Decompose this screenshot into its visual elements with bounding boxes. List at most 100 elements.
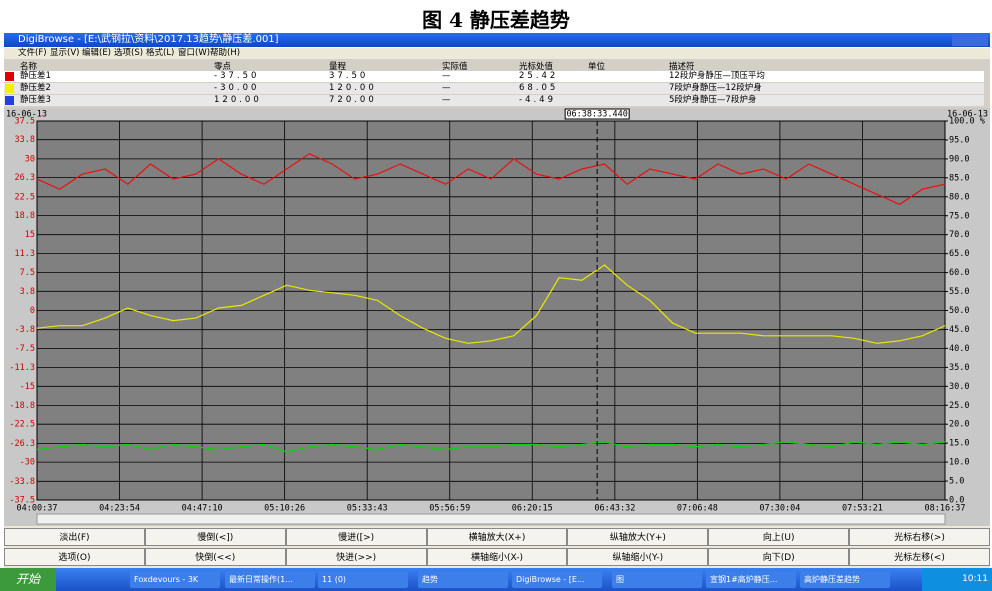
y2-tick-label: 85.0 [949,173,969,183]
button[interactable]: 慢倒(<]) [144,528,286,546]
y2-tick-label: 25.0 [949,401,969,411]
cell: -30.00 [214,83,260,93]
chart-panel: 16-06-13 16-06-13 37.5 33.8 30 26.3 22.5 18.8 15… [4,108,990,526]
cell: -4.49 [519,95,556,105]
button[interactable]: 光标右移(>) [849,528,990,546]
y2-tick-label: 40.0 [949,344,969,354]
taskbar-item[interactable]: Foxdevours - 3K [130,571,220,588]
cell: 37.50 [329,71,369,81]
column-header: 光标处值 [519,62,554,72]
menu-item[interactable]: 帮助(H) [210,48,241,58]
x-tick-label: 07:53:21 [842,504,883,514]
menu-bar: 文件(F) 显示(V) 编辑(E) 选项(S) 格式(L) 窗口(W) 帮助(H) [4,48,990,59]
y-tick-label: 33.8 [15,135,35,145]
y2-tick-label: 15.0 [949,439,969,449]
column-header: 单位 [588,62,606,72]
x-tick-label: 04:00:37 [17,504,58,514]
x-tick-label: 06:43:32 [594,504,635,514]
menu-item[interactable]: 文件(F) [18,48,47,58]
series-line [36,441,946,453]
x-tick-label: 05:56:59 [429,504,470,514]
y2-tick-label: 60.0 [949,268,969,278]
taskbar-item[interactable]: 最新日常操作(1... [225,571,315,588]
button[interactable]: 淡出(F) [4,528,145,546]
y-tick-label: -11.3 [9,363,35,373]
y2-tick-label: 20.0 [949,420,969,430]
menu-item[interactable]: 编辑(E) [82,48,112,58]
y-tick-label: -22.5 [9,420,35,430]
cell: 120.00 [329,83,377,93]
y-tick-label: -26.3 [9,439,35,449]
x-tick-label: 08:16:37 [925,504,966,514]
button[interactable]: 纵轴放大(Y+) [567,528,709,546]
y-tick-label: -30 [20,458,35,468]
row-background [4,95,984,106]
row-background [4,71,984,82]
menu-item[interactable]: 选项(S) [114,48,144,58]
y-tick-label: 30 [25,154,35,164]
y-tick-label: 11.3 [15,249,35,259]
y-tick-label: 37.5 [15,117,35,127]
y2-tick-label: 75.0 [949,211,969,221]
y2-tick-label: 80.0 [949,192,969,202]
date-right: 16-06-13 [947,110,988,120]
y2-tick-label: 55.0 [949,287,969,297]
date-left: 16-06-13 [6,110,47,120]
button[interactable]: 向下(D) [708,548,850,566]
cell: 7段炉身静压—12段炉身 [669,83,762,93]
series-line [36,153,946,206]
button[interactable]: 快倒(<<) [144,548,286,566]
title-bar: DigiBrowse - [E:\武钢拉\资料\2017.13趋势\静压差.00… [4,33,990,47]
y-tick-label: 18.8 [15,211,35,221]
cell: 5段炉身静压—7段炉身 [669,95,757,105]
y2-tick-label: 65.0 [949,249,969,259]
x-tick-label: 06:20:15 [512,504,553,514]
cell: 12段炉身静压—顶压平均 [669,71,765,81]
taskbar-item[interactable]: 趋势 [418,571,508,588]
column-header: 量程 [329,62,347,72]
cell: 静压差1 [20,71,51,81]
button-panel: 淡出(F) 慢倒(<]) 慢进([>) 横轴放大(X+) 纵轴放大(Y+) 向上(U) 光标… [4,526,990,568]
menu-item[interactable]: 格式(L) [146,48,175,58]
y-tick-label: -18.8 [9,401,35,411]
cell: 120.00 [214,95,262,105]
x-tick-label: 07:30:04 [759,504,800,514]
figure-caption: 图 4 静压差趋势 [422,8,570,32]
cell: — [442,83,454,93]
channel-table: 名称 零点 量程 实际值 光标处值 单位 描述符 静压差1 -37.50 37.50 — 25.42 1… [4,59,990,109]
color-swatch [5,96,14,105]
window-controls[interactable] [952,34,988,46]
taskbar-item[interactable]: 11 (0) [318,571,408,588]
button[interactable]: 慢进([>) [285,528,427,546]
menu-item[interactable]: 显示(V) [50,48,80,58]
y2-tick-label: 35.0 [949,363,969,373]
y-tick-label: 22.5 [15,192,35,202]
y2-tick-label: 90.0 [949,154,969,164]
button[interactable]: 光标左移(<) [849,548,990,566]
button[interactable]: 纵轴缩小(Y-) [567,548,709,566]
x-tick-label: 04:23:54 [99,504,140,514]
button[interactable]: 横轴缩小(X-) [426,548,568,566]
button[interactable]: 向上(U) [708,528,850,546]
y2-tick-label: 95.0 [949,135,969,145]
y-tick-label: 3.8 [20,287,35,297]
x-tick-label: 05:33:43 [347,504,388,514]
menu-item[interactable]: 窗口(W) [178,48,211,58]
taskbar-item[interactable]: 图 [612,571,702,588]
y-tick-label: 15 [25,230,35,240]
y-tick-label: 0 [30,306,35,316]
cursor-label-box [564,108,630,120]
column-header: 名称 [20,62,38,72]
button[interactable]: 选项(O) [4,548,145,566]
cell: 25.42 [519,71,559,81]
column-header: 零点 [214,62,232,72]
taskbar-item[interactable]: DigiBrowse - [E... [512,571,602,588]
y2-tick-label: 10.0 [949,458,969,468]
taskbar-item[interactable]: 宣钢1#高炉静压... [706,571,796,588]
button[interactable]: 横轴放大(X+) [426,528,568,546]
color-swatch [5,72,14,81]
start-button[interactable]: 开始 [0,568,56,591]
button[interactable]: 快进(>>) [285,548,427,566]
taskbar-item[interactable]: 高炉静压差趋势 [800,571,890,588]
y2-tick-label: 30.0 [949,382,969,392]
